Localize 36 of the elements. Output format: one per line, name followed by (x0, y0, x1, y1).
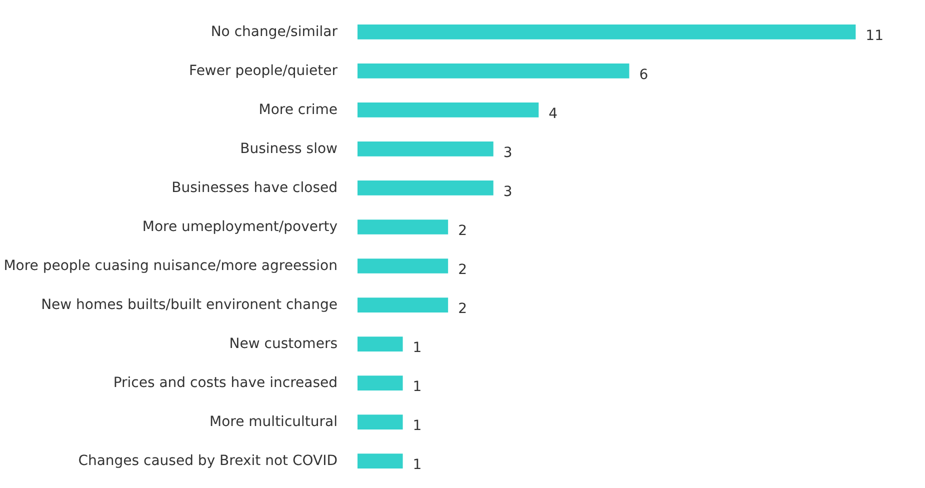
bar (358, 298, 448, 312)
y-tick-label: Businesses have closed (172, 180, 338, 196)
data-label: 1 (412, 379, 422, 396)
y-tick-label: Changes caused by Brexit not COVID (78, 453, 338, 470)
data-label: 4 (548, 106, 558, 122)
data-label: 11 (866, 28, 884, 44)
y-tick-label: More crime (258, 102, 338, 118)
bar (358, 142, 494, 156)
y-tick-label: More multicultural (210, 414, 338, 430)
bar (358, 220, 448, 234)
bar (358, 376, 403, 390)
data-label: 2 (458, 262, 467, 278)
bar (358, 102, 539, 118)
bar (358, 64, 630, 78)
bar (358, 180, 494, 196)
y-tick-label: Prices and costs have increased (113, 375, 338, 392)
y-tick-label: No change/similar (210, 24, 338, 40)
data-label: 1 (412, 418, 422, 434)
y-tick-label: New customers (229, 336, 338, 352)
y-tick-label: More umeployment/poverty (142, 218, 338, 235)
y-tick-label: More people cuasing nuisance/more agreession (4, 258, 338, 274)
data-label: 1 (412, 340, 422, 356)
y-tick-label: Business slow (240, 140, 338, 157)
data-label: 3 (503, 184, 512, 200)
data-label: 3 (503, 144, 512, 161)
bar (358, 454, 403, 469)
bar (358, 414, 403, 430)
data-label: 1 (412, 457, 422, 474)
bar (358, 336, 403, 352)
data-label: 6 (639, 66, 648, 83)
data-label: 2 (458, 222, 467, 239)
y-tick-label: New homes builts/built environent change (41, 297, 338, 314)
bar (358, 24, 856, 40)
y-tick-label: Fewer people/quieter (189, 62, 338, 79)
data-label: 2 (458, 301, 467, 318)
bar (358, 258, 448, 274)
